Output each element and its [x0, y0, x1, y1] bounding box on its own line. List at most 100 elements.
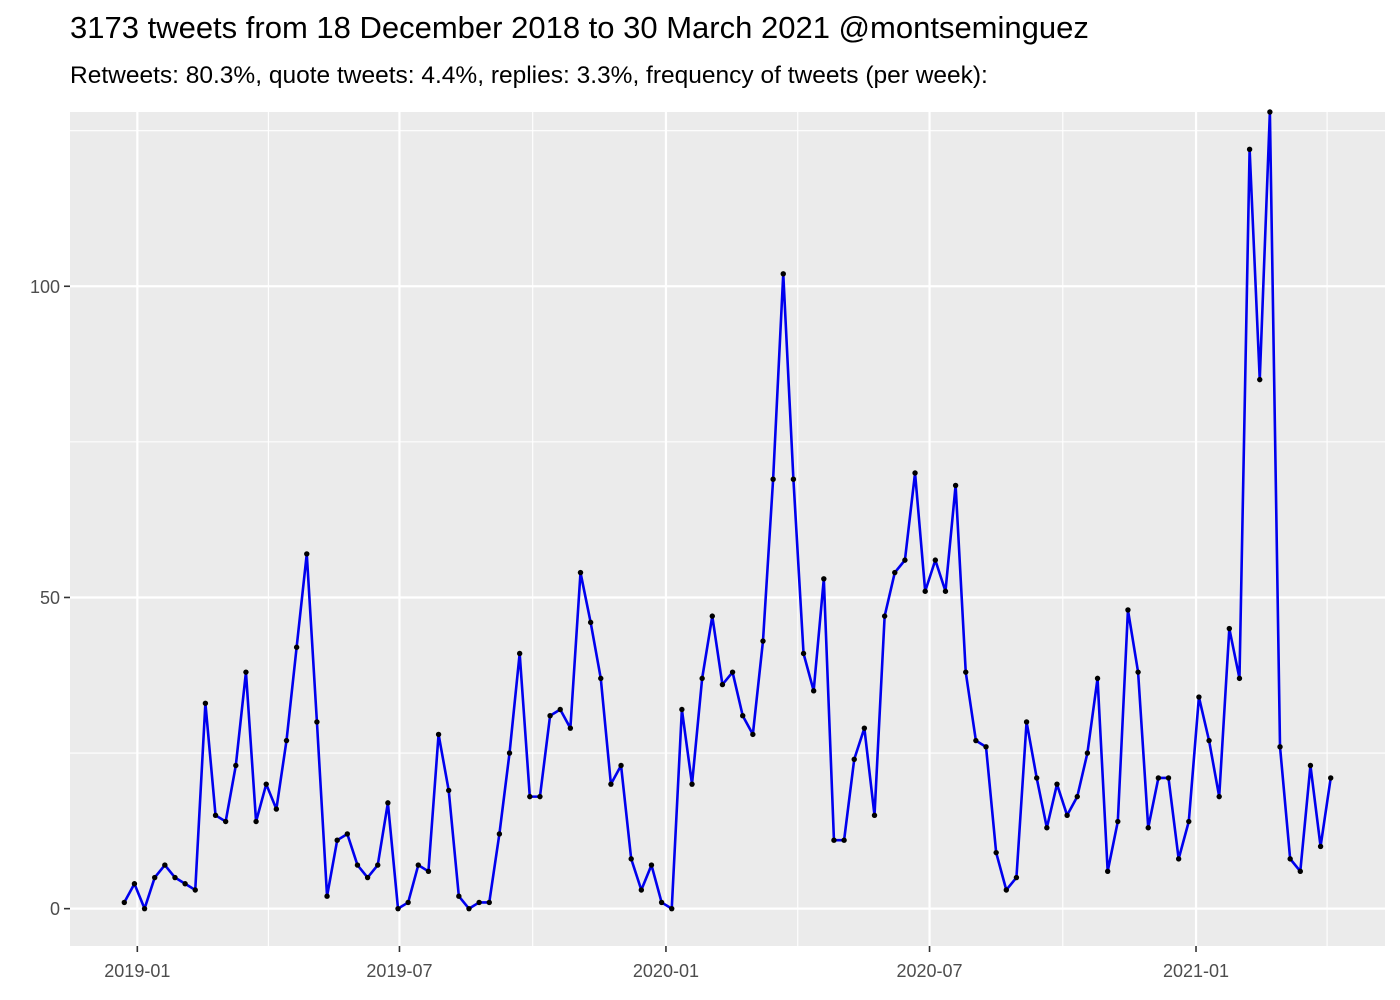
data-point — [395, 905, 401, 912]
data-point — [973, 737, 979, 744]
data-point — [222, 818, 229, 825]
data-point — [435, 731, 442, 738]
data-point — [922, 588, 928, 594]
data-point — [618, 762, 624, 769]
data-point — [334, 837, 340, 843]
data-point — [1196, 694, 1202, 700]
data-point — [456, 893, 462, 899]
data-point — [1145, 825, 1151, 831]
data-point — [1236, 675, 1243, 682]
x-tick-label: 2020-07 — [897, 961, 963, 981]
data-point — [1003, 887, 1009, 893]
data-point — [750, 731, 756, 738]
data-point — [405, 899, 411, 906]
data-point — [932, 557, 939, 563]
data-point — [912, 470, 918, 476]
data-point — [283, 737, 290, 744]
data-point — [202, 700, 209, 706]
data-point — [1277, 744, 1283, 750]
data-point — [364, 874, 371, 881]
data-point — [121, 899, 127, 906]
data-point — [810, 688, 817, 694]
y-tick-label: 0 — [50, 899, 60, 919]
data-point — [486, 899, 492, 906]
data-point — [871, 812, 878, 818]
major-gridlines — [70, 112, 1385, 946]
x-tick-label: 2021-01 — [1163, 961, 1229, 981]
data-point — [192, 887, 198, 893]
data-point — [861, 725, 868, 731]
data-point — [628, 856, 634, 862]
data-point — [1287, 856, 1293, 862]
data-point — [902, 557, 908, 563]
data-point — [314, 719, 320, 725]
data-point — [587, 619, 594, 626]
data-point — [1216, 793, 1222, 800]
data-point — [1054, 781, 1060, 787]
data-point — [446, 787, 452, 794]
data-point — [1317, 843, 1324, 850]
data-point — [881, 613, 888, 619]
data-point — [1135, 669, 1141, 675]
data-point — [324, 893, 330, 899]
data-point — [1034, 775, 1040, 781]
plot-panel — [70, 112, 1385, 946]
data-point — [790, 476, 797, 482]
data-point — [1206, 737, 1212, 744]
data-point — [1044, 825, 1050, 831]
data-point — [567, 725, 574, 731]
data-point — [709, 613, 715, 619]
data-point — [689, 781, 695, 787]
axis-ticks — [64, 285, 1197, 952]
data-point — [1267, 109, 1273, 115]
data-point — [304, 551, 310, 557]
data-point — [892, 569, 898, 576]
data-point — [385, 800, 391, 806]
data-point — [527, 793, 533, 800]
series-points-group — [121, 109, 1334, 912]
chart-title: 3173 tweets from 18 December 2018 to 30 … — [70, 10, 1089, 45]
data-point — [638, 887, 645, 893]
data-point — [212, 812, 219, 818]
data-point — [648, 862, 655, 868]
data-point — [577, 569, 584, 576]
data-point — [253, 818, 259, 825]
data-point — [679, 706, 685, 713]
data-point — [233, 762, 239, 769]
data-point — [1165, 775, 1172, 781]
data-point — [293, 644, 300, 650]
data-point — [425, 868, 432, 875]
data-point — [243, 669, 249, 675]
data-point — [141, 905, 148, 912]
data-point — [608, 781, 614, 787]
data-point — [719, 681, 726, 688]
data-point — [1094, 675, 1101, 682]
data-point — [963, 669, 969, 675]
data-point — [375, 862, 381, 868]
data-point — [851, 756, 857, 762]
data-point — [1125, 607, 1131, 613]
data-point — [496, 831, 503, 837]
data-point — [1013, 874, 1020, 881]
data-point — [131, 881, 138, 887]
data-point — [506, 750, 513, 756]
data-point — [547, 713, 553, 719]
minor-gridlines — [70, 112, 1385, 946]
data-point — [1226, 625, 1233, 632]
data-point — [1023, 719, 1030, 725]
data-point — [537, 793, 543, 800]
series-line — [123, 110, 1332, 910]
tick-labels: 0 50 100 2019-01 2019-07 2020-01 2020-07 2021-0… — [30, 277, 1229, 981]
x-tick-label: 2019-07 — [366, 961, 432, 981]
data-point — [669, 905, 675, 912]
data-point — [476, 899, 482, 906]
data-point — [729, 669, 736, 675]
data-point — [598, 675, 604, 682]
data-point — [770, 476, 776, 482]
data-point — [1084, 750, 1091, 756]
x-tick-label: 2019-01 — [104, 961, 170, 981]
data-point — [273, 806, 280, 812]
data-point — [993, 849, 999, 856]
data-point — [942, 588, 949, 594]
